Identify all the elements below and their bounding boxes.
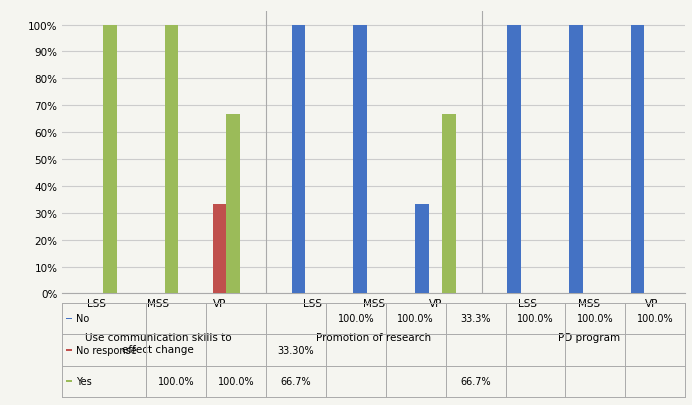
Text: 100.0%: 100.0% <box>218 376 255 386</box>
Text: No: No <box>76 314 89 324</box>
Bar <box>212 205 226 294</box>
Bar <box>103 26 116 294</box>
Bar <box>631 26 644 294</box>
Bar <box>66 349 72 351</box>
Bar <box>66 380 72 382</box>
Bar <box>415 205 428 294</box>
Text: 100.0%: 100.0% <box>517 314 554 324</box>
Bar <box>66 318 72 320</box>
Bar <box>291 26 305 294</box>
Bar <box>165 26 179 294</box>
Bar <box>569 26 583 294</box>
Bar <box>226 115 240 294</box>
Text: Use communication skills to
effect change: Use communication skills to effect chang… <box>84 333 231 354</box>
Text: No response: No response <box>76 345 137 355</box>
Text: 100.0%: 100.0% <box>158 376 194 386</box>
Text: PD program: PD program <box>558 333 621 343</box>
Text: 66.7%: 66.7% <box>460 376 491 386</box>
Text: 100.0%: 100.0% <box>397 314 434 324</box>
Text: Promotion of research: Promotion of research <box>316 333 431 343</box>
Text: 100.0%: 100.0% <box>577 314 614 324</box>
Bar <box>354 26 367 294</box>
Bar <box>507 26 521 294</box>
Text: 100.0%: 100.0% <box>338 314 374 324</box>
Text: 33.30%: 33.30% <box>277 345 314 355</box>
Text: 66.7%: 66.7% <box>281 376 311 386</box>
Bar <box>442 115 456 294</box>
Text: 33.3%: 33.3% <box>460 314 491 324</box>
Text: 100.0%: 100.0% <box>637 314 673 324</box>
Text: Yes: Yes <box>76 376 92 386</box>
